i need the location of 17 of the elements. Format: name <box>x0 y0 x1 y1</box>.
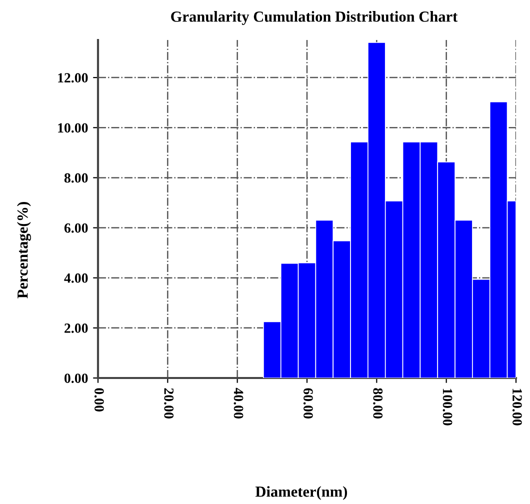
y-tick-label: 0.00 <box>64 374 88 384</box>
chart-title: Granularity Cumulation Distribution Chart <box>171 11 458 25</box>
x-tick-label: 120.00 <box>512 388 522 426</box>
y-axis-title: Percentage(%) <box>17 202 31 298</box>
y-tick-label: 12.00 <box>58 73 88 83</box>
x-tick-label: 100.00 <box>442 388 452 426</box>
x-tick-label: 20.00 <box>164 388 174 418</box>
x-tick-label: 80.00 <box>373 388 383 418</box>
y-tick-label: 8.00 <box>64 173 88 183</box>
x-tick-label: 60.00 <box>303 388 313 418</box>
y-tick-label: 6.00 <box>64 223 88 233</box>
x-tick-label: 0.00 <box>94 388 104 412</box>
y-tick-label: 4.00 <box>64 273 88 283</box>
x-axis-title: Diameter(nm) <box>255 486 348 500</box>
y-tick-label: 10.00 <box>58 123 88 133</box>
x-tick-label: 40.00 <box>234 388 244 418</box>
y-tick-label: 2.00 <box>64 324 88 333</box>
